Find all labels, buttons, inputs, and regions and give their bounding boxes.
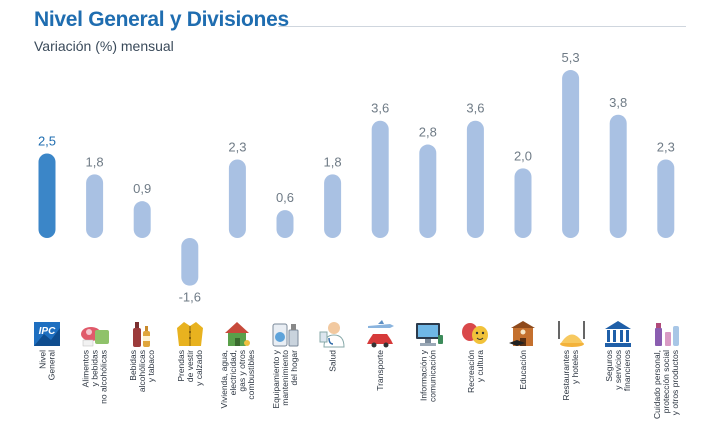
category-line: Educación bbox=[518, 350, 528, 390]
category-line: del hogar bbox=[289, 350, 299, 386]
bar-3 bbox=[181, 238, 199, 286]
category-line: y calzado bbox=[194, 350, 204, 386]
category-label-11: Restaurantes y hoteles bbox=[561, 350, 580, 401]
category-line: financieros bbox=[622, 350, 632, 391]
category-label-7: Transporte bbox=[375, 350, 385, 391]
computer-icon bbox=[415, 323, 443, 346]
category-line: Cuidado personal, bbox=[652, 350, 662, 419]
category-line: gas y otros bbox=[237, 350, 247, 392]
category-line: Bebidas bbox=[128, 350, 138, 381]
category-line: comunicación bbox=[427, 350, 437, 402]
category-line: y cultura bbox=[475, 350, 485, 382]
category-label-9: Recreación y cultura bbox=[466, 350, 485, 393]
value-label-7: 3,6 bbox=[371, 101, 389, 116]
bar-13 bbox=[657, 159, 675, 238]
bottles-icon bbox=[133, 322, 151, 347]
category-line: Transporte bbox=[375, 350, 385, 391]
value-label-6: 1,8 bbox=[324, 154, 342, 169]
value-label-13: 2,3 bbox=[657, 139, 675, 154]
bar-12 bbox=[609, 114, 627, 238]
ipc-logo-icon: IPC bbox=[34, 322, 60, 346]
category-label-6: Salud bbox=[328, 350, 338, 372]
category-line: protección social bbox=[661, 350, 671, 413]
category-label-4: Vivienda, agua, electricidad, gas y otros c… bbox=[219, 350, 256, 408]
category-label-13: Cuidado personal, protección social y otro… bbox=[652, 350, 680, 419]
jacket-icon bbox=[176, 322, 203, 346]
category-line: Seguros bbox=[604, 350, 614, 382]
chart-subtitle: Variación (%) mensual bbox=[34, 38, 174, 54]
bar-9 bbox=[466, 120, 484, 238]
category-line: electricidad, bbox=[228, 350, 238, 395]
bar-11 bbox=[562, 70, 580, 238]
bar-5 bbox=[276, 210, 294, 238]
bar-0 bbox=[38, 153, 56, 238]
value-label-11: 5,3 bbox=[562, 50, 580, 65]
value-label-4: 2,3 bbox=[228, 139, 246, 154]
title-divider bbox=[278, 26, 686, 27]
category-line: y bebidas bbox=[90, 350, 100, 386]
doctor-icon bbox=[319, 322, 345, 348]
category-line: Restaurantes bbox=[561, 350, 571, 401]
food-icon bbox=[80, 327, 109, 347]
value-label-3: -1,6 bbox=[179, 290, 201, 305]
category-line: y otros productos bbox=[670, 350, 680, 415]
value-label-12: 3,8 bbox=[609, 95, 627, 110]
category-label-5: Equipamiento y mantenimiento del hogar bbox=[271, 349, 299, 408]
bar-10 bbox=[514, 168, 532, 238]
category-line: Prendas bbox=[176, 350, 186, 382]
cosmetics-icon bbox=[654, 323, 679, 346]
category-line: alcohólicas bbox=[137, 350, 147, 392]
bar-1 bbox=[86, 174, 104, 238]
category-label-8: Información y comunicación bbox=[418, 349, 437, 402]
category-line: no alcohólicas bbox=[99, 350, 109, 404]
category-label-3: Prendas de vestir y calzado bbox=[176, 350, 204, 386]
category-label-12: Seguros y servicios financieros bbox=[604, 350, 632, 391]
bar-2 bbox=[133, 201, 151, 238]
value-label-8: 2,8 bbox=[419, 125, 437, 140]
value-label-1: 1,8 bbox=[86, 154, 104, 169]
chart-title: Nivel General y Divisiones bbox=[34, 8, 289, 31]
value-label-5: 0,6 bbox=[276, 190, 294, 205]
house-icon bbox=[225, 322, 251, 346]
theater-masks-icon bbox=[462, 323, 489, 344]
category-line: Salud bbox=[328, 350, 338, 372]
bar-7 bbox=[371, 120, 389, 238]
category-line: y servicios bbox=[613, 350, 623, 390]
bar-8 bbox=[419, 144, 437, 238]
value-label-2: 0,9 bbox=[133, 181, 151, 196]
category-line: General bbox=[47, 350, 57, 380]
car-plane-icon bbox=[367, 320, 395, 348]
category-line: Información y bbox=[418, 349, 428, 401]
category-line: Alimentos bbox=[81, 350, 91, 387]
category-line: y hoteles bbox=[570, 350, 580, 384]
bank-icon bbox=[605, 321, 632, 347]
category-label-2: Bebidas alcohólicas y tabaco bbox=[128, 350, 156, 392]
svg-text:IPC: IPC bbox=[39, 326, 56, 337]
value-label-10: 2,0 bbox=[514, 148, 532, 163]
appliances-icon bbox=[272, 323, 299, 347]
category-line: y tabaco bbox=[146, 350, 156, 382]
school-icon bbox=[509, 321, 535, 346]
category-label-1: Alimentos y bebidas no alcohólicas bbox=[81, 350, 109, 404]
cutlery-icon bbox=[557, 321, 585, 347]
category-line: Vivienda, agua, bbox=[219, 350, 229, 408]
value-label-9: 3,6 bbox=[466, 101, 484, 116]
category-line: Nivel bbox=[38, 350, 48, 369]
category-line: Equipamiento y bbox=[271, 349, 281, 408]
bar-4 bbox=[228, 159, 246, 238]
category-line: de vestir bbox=[185, 350, 195, 382]
value-label-0: 2,5 bbox=[38, 134, 56, 149]
category-line: mantenimiento bbox=[280, 350, 290, 406]
bar-6 bbox=[324, 174, 342, 238]
category-line: combustibles bbox=[246, 350, 256, 400]
category-label-10: Educación bbox=[518, 350, 528, 390]
category-label-0: Nivel General bbox=[38, 350, 57, 380]
category-line: Recreación bbox=[466, 350, 476, 393]
